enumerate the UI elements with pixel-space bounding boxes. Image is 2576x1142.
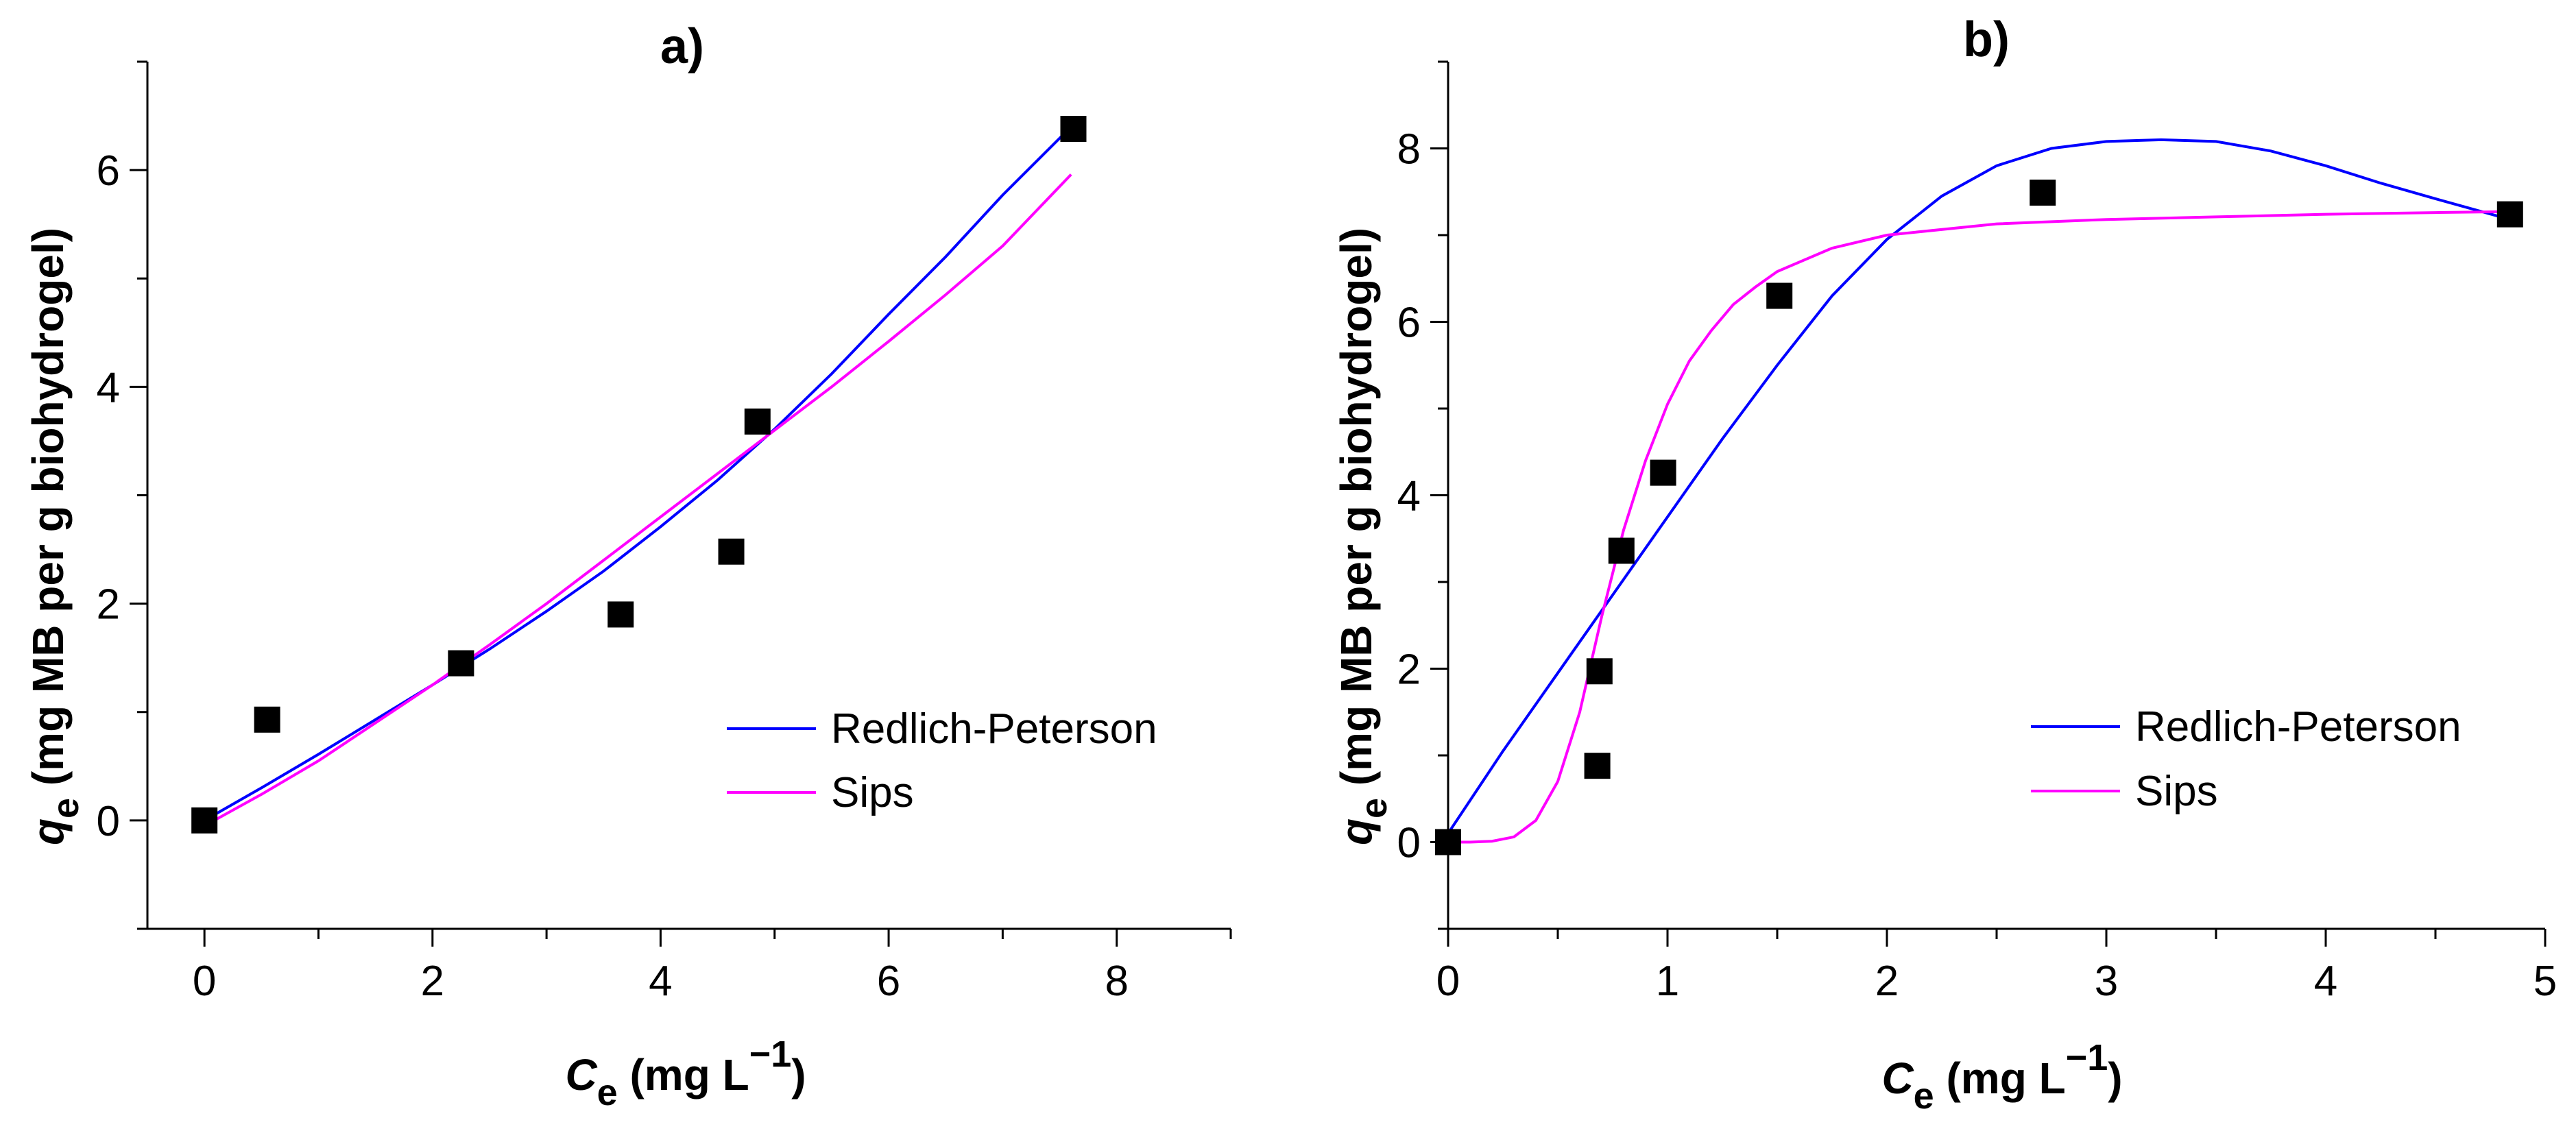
data-point	[1584, 753, 1611, 779]
y-tick-label: 2	[1397, 646, 1421, 694]
y-axis-label: qe (mg MB per g biohydrogel)	[23, 228, 86, 845]
x-tick-label: 6	[877, 958, 900, 1005]
data-point	[1766, 282, 1793, 309]
x-label-symbol: C	[565, 1050, 597, 1100]
x-tick-label: 0	[1436, 958, 1460, 1005]
y-tick-label: 0	[1397, 820, 1421, 867]
data-point	[1435, 829, 1461, 855]
y-axis-label: qe (mg MB per g biohydrogel)	[1332, 228, 1395, 845]
x-tick-label: 8	[1105, 958, 1128, 1005]
data-point	[744, 408, 771, 435]
y-tick-label: 6	[1397, 300, 1421, 347]
legend-label: Redlich-Peterson	[2135, 703, 2461, 751]
y-tick-label: 0	[97, 798, 120, 845]
legend-label: Sips	[2135, 768, 2218, 815]
y-label-subscript: e	[1353, 798, 1395, 818]
x-label-symbol: C	[1881, 1054, 1914, 1103]
x-label-units: (mg L	[618, 1050, 749, 1100]
x-label-subscript: e	[597, 1072, 618, 1113]
y-tick-label: 4	[97, 364, 120, 411]
panel-title: a)	[660, 19, 704, 74]
data-point	[1586, 658, 1613, 685]
data-point	[191, 807, 218, 834]
data-point	[718, 538, 745, 565]
data-point	[254, 706, 280, 733]
x-label-superscript: −1	[2066, 1037, 2108, 1078]
y-label-units: (mg MB per g biohydrogel)	[23, 228, 73, 798]
x-label-subscript: e	[1914, 1076, 1934, 1117]
legend-label: Redlich-Peterson	[831, 705, 1157, 753]
data-point	[2030, 180, 2056, 206]
y-label-symbol: q	[23, 818, 73, 845]
x-label-superscript: −1	[749, 1034, 792, 1075]
x-tick-label: 1	[1656, 958, 1679, 1005]
y-label-units: (mg MB per g biohydrogel)	[1332, 228, 1381, 798]
series-line-redlich-peterson	[1447, 138, 2511, 834]
data-point	[448, 650, 474, 677]
x-tick-label: 4	[2314, 958, 2337, 1005]
x-axis-label: Ce (mg L−1)	[1881, 1037, 2122, 1117]
x-tick-label: 2	[421, 958, 444, 1005]
y-label-subscript: e	[45, 798, 86, 818]
data-point	[1650, 459, 1676, 486]
x-tick-label: 3	[2095, 958, 2118, 1005]
series-line-sips	[1448, 210, 2510, 844]
series-line-sips	[204, 173, 1072, 827]
series-line-redlich-peterson	[204, 125, 1072, 822]
x-axis-label: Ce (mg L−1)	[565, 1034, 806, 1113]
data-point	[1060, 116, 1087, 143]
x-tick-label: 0	[193, 958, 216, 1005]
y-tick-label: 8	[1397, 126, 1421, 173]
data-point	[2496, 201, 2523, 228]
panel-title: b)	[1963, 12, 2010, 67]
x-label-units: (mg L	[1934, 1054, 2066, 1103]
x-label-units-close: )	[791, 1050, 806, 1100]
data-point	[1608, 537, 1635, 564]
y-tick-label: 4	[1397, 473, 1421, 520]
x-tick-label: 2	[1875, 958, 1899, 1005]
y-tick-label: 2	[97, 581, 120, 629]
legend-label: Sips	[831, 769, 914, 816]
data-point	[607, 601, 634, 628]
y-label-symbol: q	[1332, 818, 1381, 845]
x-tick-label: 4	[649, 958, 672, 1005]
x-tick-label: 5	[2533, 958, 2557, 1005]
x-label-units-close: )	[2108, 1054, 2122, 1103]
y-tick-label: 6	[97, 147, 120, 195]
